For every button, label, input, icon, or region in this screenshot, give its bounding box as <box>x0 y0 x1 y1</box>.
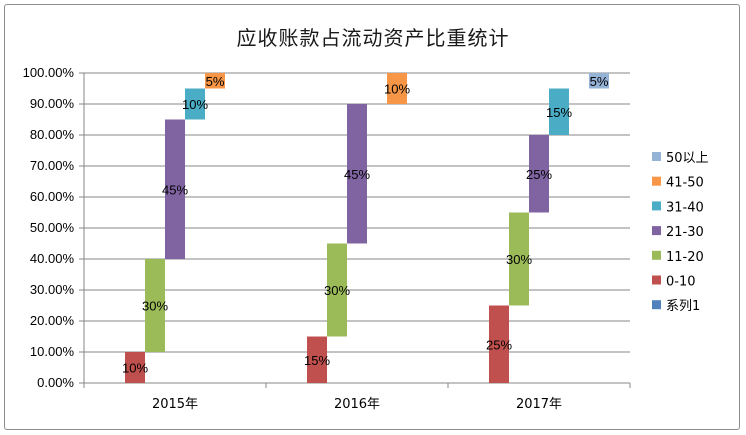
data-label: 10% <box>122 361 148 376</box>
y-tick-label: 60.00% <box>30 189 75 204</box>
bar-segment <box>307 336 327 383</box>
legend-label: 0-10 <box>666 275 696 290</box>
bar-segment <box>387 73 407 104</box>
data-label: 30% <box>142 299 168 314</box>
y-tick-label: 50.00% <box>30 220 75 235</box>
y-tick-label: 70.00% <box>30 158 75 173</box>
y-tick-label: 80.00% <box>30 127 75 142</box>
bar-segment <box>347 104 367 244</box>
data-label: 5% <box>590 74 609 89</box>
data-label: 10% <box>182 97 208 112</box>
legend-label: 系列1 <box>666 299 700 314</box>
data-label: 30% <box>506 252 532 267</box>
legend-swatch <box>652 152 661 161</box>
y-tick-label: 40.00% <box>30 251 75 266</box>
legend-swatch <box>652 300 661 310</box>
bar-segment <box>489 305 509 383</box>
data-label: 15% <box>546 105 572 120</box>
bar-segment <box>205 73 225 89</box>
chart-title: 应收账款占流动资产比重统计 <box>236 26 510 50</box>
bar-segment <box>165 119 185 259</box>
x-tick-label: 2015年 <box>152 397 198 412</box>
y-tick-label: 90.00% <box>30 96 75 111</box>
legend-swatch <box>652 250 661 260</box>
legend-label: 31-40 <box>666 200 704 215</box>
bar-segment <box>529 135 549 213</box>
data-label: 45% <box>344 167 370 182</box>
bar-segment <box>589 73 609 89</box>
y-tick-label: 30.00% <box>30 282 75 297</box>
bar-segment <box>185 88 205 120</box>
data-label: 10% <box>384 82 410 97</box>
bar-segment <box>549 88 569 135</box>
bar-segment <box>509 212 529 306</box>
legend-swatch <box>652 201 661 211</box>
legend-swatch <box>652 226 661 236</box>
data-label: 15% <box>304 353 330 368</box>
data-label: 25% <box>526 167 552 182</box>
legend-label: 50以上 <box>666 151 709 166</box>
y-tick-label: 0.00% <box>37 375 74 390</box>
data-label: 25% <box>486 337 512 352</box>
legend-label: 21-30 <box>666 225 704 240</box>
bar-segment <box>327 243 347 337</box>
x-tick-label: 2017年 <box>516 397 562 412</box>
data-label: 30% <box>324 283 350 298</box>
legend-label: 11-20 <box>666 250 704 265</box>
data-label: 45% <box>162 182 188 197</box>
y-tick-label: 20.00% <box>30 313 75 328</box>
y-tick-label: 10.00% <box>30 344 75 359</box>
bar-segment <box>125 352 145 383</box>
y-tick-label: 100.00% <box>23 65 75 80</box>
legend-swatch <box>652 176 661 186</box>
legend-label: 41-50 <box>666 176 704 191</box>
x-tick-label: 2016年 <box>334 397 380 412</box>
data-label: 5% <box>206 74 225 89</box>
bar-segment <box>145 259 165 352</box>
legend-swatch <box>652 275 661 285</box>
